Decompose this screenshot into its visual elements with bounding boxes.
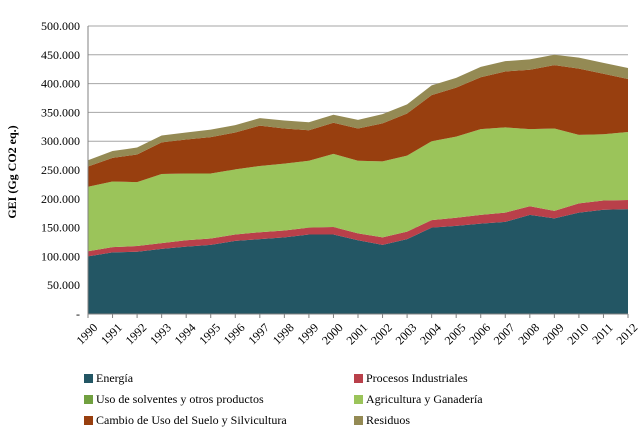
x-tick-label: 2000 xyxy=(319,320,346,347)
legend-item-procesos: Procesos Industriales xyxy=(354,371,468,386)
x-tick-label: 2011 xyxy=(589,320,616,347)
legend-swatch-residuos xyxy=(354,416,363,425)
y-tick-label: 350.000 xyxy=(41,105,80,119)
x-tick-label: 1994 xyxy=(172,320,199,347)
x-tick-label: 1991 xyxy=(98,320,125,347)
x-tick-label: 1992 xyxy=(123,320,150,347)
legend-swatch-cambio-uso xyxy=(84,416,93,425)
legend-label: Uso de solventes y otros productos xyxy=(96,392,264,406)
legend-swatch-agricultura xyxy=(354,395,363,404)
area-series xyxy=(88,54,628,314)
x-tick-label: 2012 xyxy=(613,320,640,347)
x-tick-label: 1993 xyxy=(147,320,174,347)
y-tick-label: 200.000 xyxy=(41,192,80,206)
x-tick-label: 1998 xyxy=(270,320,297,347)
x-tick-label: 1996 xyxy=(221,320,248,347)
legend-label: Residuos xyxy=(366,413,411,427)
y-tick-label: 250.000 xyxy=(41,163,80,177)
y-tick-label: 100.000 xyxy=(41,249,80,263)
stacked-area-chart: - 50.000 100.000 150.000 200.000 250.000 300.0… xyxy=(5,19,640,347)
y-axis-label: GEI (Gg CO2 eq.) xyxy=(5,125,19,218)
x-tick-labels: 1990199119921993199419951996199719981999… xyxy=(73,320,640,347)
legend: Energía Procesos Industriales Uso de sol… xyxy=(0,360,644,430)
legend-swatch-solventes xyxy=(84,395,93,404)
x-tick-label: 2008 xyxy=(515,320,542,347)
area-cambio-de-uso-del-suelo-y-silvicultura xyxy=(88,65,628,187)
area-agricultura-y-ganaderia xyxy=(88,127,628,252)
x-tick-label: 2007 xyxy=(491,320,518,347)
legend-item-residuos: Residuos xyxy=(354,413,410,428)
y-tick-label: 450.000 xyxy=(41,48,80,62)
area-residuos xyxy=(88,54,628,167)
legend-label: Cambio de Uso del Suelo y Silvicultura xyxy=(96,413,287,427)
legend-item-solventes: Uso de solventes y otros productos xyxy=(84,392,264,407)
x-tick-label: 2001 xyxy=(343,320,370,347)
y-tick-label: 300.000 xyxy=(41,134,80,148)
axes xyxy=(87,26,629,318)
legend-label: Energía xyxy=(96,371,134,385)
legend-label: Agricultura y Ganadería xyxy=(366,392,483,406)
x-tick-label: 1995 xyxy=(196,320,223,347)
y-tick-label: 500.000 xyxy=(41,19,80,33)
legend-swatch-procesos xyxy=(354,374,363,383)
x-tick-label: 2002 xyxy=(368,320,395,347)
y-tick-label: 400.000 xyxy=(41,77,80,91)
legend-swatch-energia xyxy=(84,374,93,383)
y-tick-label: 50.000 xyxy=(47,278,80,292)
x-tick-label: 1997 xyxy=(245,320,272,347)
x-tick-label: 2009 xyxy=(540,320,567,347)
x-tick-label: 2005 xyxy=(442,320,469,347)
x-tick-label: 1990 xyxy=(73,320,100,347)
y-tick-label: - xyxy=(76,307,80,321)
x-tick-label: 2010 xyxy=(564,320,591,347)
legend-item-agricultura: Agricultura y Ganadería xyxy=(354,392,483,407)
legend-item-energia: Energía xyxy=(84,371,133,386)
legend-label: Procesos Industriales xyxy=(366,371,468,385)
x-tick-label: 2003 xyxy=(393,320,420,347)
legend-item-cambio-uso: Cambio de Uso del Suelo y Silvicultura xyxy=(84,413,287,428)
x-tick-label: 2004 xyxy=(417,320,444,347)
x-tick-label: 1999 xyxy=(294,320,321,347)
y-tick-labels: - 50.000 100.000 150.000 200.000 250.000 300.0… xyxy=(41,19,80,321)
x-tick-label: 2006 xyxy=(466,320,493,347)
area-procesos-industriales xyxy=(88,199,628,257)
y-tick-label: 150.000 xyxy=(41,221,80,235)
area-energia xyxy=(88,209,628,314)
